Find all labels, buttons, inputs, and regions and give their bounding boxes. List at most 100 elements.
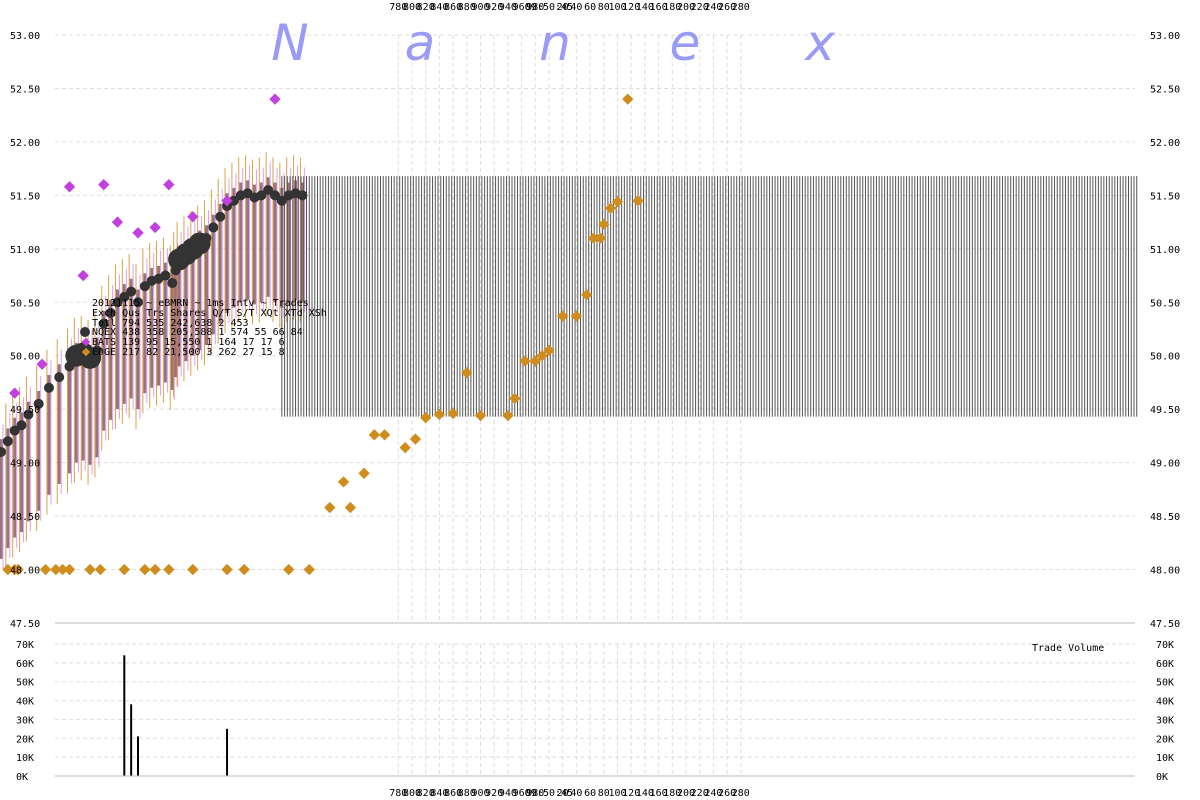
volume-tick-label-right: 30K: [1156, 715, 1174, 726]
bats-trade: [187, 211, 199, 223]
nqex-trade: [126, 286, 137, 297]
edge-trade: [149, 563, 161, 576]
y-tick-label: 49.50: [10, 405, 40, 416]
volume-bar: [130, 704, 133, 776]
volume-tick-label-right: 10K: [1156, 753, 1174, 764]
nqex-trade: [91, 345, 102, 356]
nqex-trade: [208, 222, 219, 233]
legend: 20121115 ~ eBMRN ~ 1ms Intv ~ Trades Exc…: [80, 298, 327, 358]
x-tick-label: 860: [444, 2, 462, 13]
edge-trade: [324, 501, 336, 514]
legend-row-bats: BATS 139 95 15,550 1 164 17 17 6: [92, 337, 285, 348]
watermark-letter: x: [803, 14, 835, 72]
edge-trade: [39, 563, 52, 576]
y-tick-label-right: 49.00: [1150, 459, 1180, 470]
y-tick-label: 50.50: [10, 298, 40, 309]
volume-tick-label: 20K: [16, 734, 34, 745]
nqex-trade: [9, 425, 20, 436]
y-tick-label-right: 51.00: [1150, 245, 1180, 256]
y-tick-label: 50.00: [10, 352, 40, 363]
volume-axis-label: Trade Volume: [1032, 643, 1104, 654]
volume-tick-label: 70K: [16, 640, 34, 651]
x-tick-label-bottom: 880: [458, 788, 476, 799]
watermark-letter: N: [271, 14, 308, 72]
x-tick-label-bottom: 240: [704, 788, 722, 799]
edge-trade: [581, 289, 593, 301]
x-tick-label-bottom: 980: [526, 788, 544, 799]
nqex-trade: [2, 436, 13, 447]
y-tick-label-right: 49.50: [1150, 405, 1180, 416]
volume-bar: [123, 655, 126, 776]
volume-tick-label-right: 50K: [1156, 678, 1174, 689]
y-tick-label-right: 50.00: [1150, 352, 1180, 363]
edge-trade: [409, 433, 422, 445]
x-tick-label: 900: [471, 2, 489, 13]
x-tick-label: 40: [570, 2, 582, 13]
y-tick-label-right: 48.00: [1150, 566, 1180, 577]
nqex-trade: [16, 420, 27, 431]
x-tick-label-bottom: 40: [570, 788, 582, 799]
nqex-trade: [23, 409, 34, 420]
y-tick-label-right: 47.50: [1150, 619, 1180, 630]
volume-tick-label: 60K: [16, 659, 34, 670]
x-tick-label-bottom: 800: [403, 788, 421, 799]
x-tick-label-bottom: 200: [677, 788, 695, 799]
x-tick-label: 60: [584, 2, 596, 13]
x-tick-label-bottom: 840: [430, 788, 448, 799]
x-tick-label-bottom: 780: [389, 788, 407, 799]
volume-tick-label-right: 20K: [1156, 734, 1174, 745]
x-tick-label: 980: [526, 2, 544, 13]
x-tick-label-bottom: 920: [485, 788, 503, 799]
x-tick-label: 240: [704, 2, 722, 13]
x-tick-label: 800: [403, 2, 421, 13]
nqex-trade: [112, 297, 123, 308]
edge-trade: [238, 563, 250, 576]
x-tick-label: 160: [650, 2, 668, 13]
x-tick-label-bottom: 180: [663, 788, 681, 799]
chart-title: 20121115 ~ eBMRN ~ 1ms Intv ~ Trades: [92, 298, 309, 309]
y-tick-label-right: 53.00: [1150, 31, 1180, 42]
edge-trade: [118, 563, 130, 576]
bats-trade: [98, 179, 110, 191]
bats-trade: [132, 227, 144, 239]
y-tick-label: 49.00: [10, 459, 40, 470]
x-tick-label: 220: [691, 2, 709, 13]
bats-trade: [163, 179, 175, 191]
center-time-label-bottom: 09:50:45: [525, 788, 573, 799]
volume-tick-label-right: 60K: [1156, 659, 1174, 670]
volume-tick-label-right: 40K: [1156, 697, 1174, 708]
y-tick-label: 51.50: [10, 191, 40, 202]
x-tick-label-bottom: 260: [718, 788, 736, 799]
nqex-trade: [105, 307, 116, 318]
y-tick-label-right: 52.00: [1150, 138, 1180, 149]
nqex-trade: [54, 372, 65, 383]
bats-trade: [9, 387, 21, 399]
x-tick-label-bottom: 900: [471, 788, 489, 799]
y-tick-label-right: 50.50: [1150, 298, 1180, 309]
watermark-letter: e: [670, 14, 701, 72]
x-tick-label-bottom: 160: [650, 788, 668, 799]
x-tick-label: 820: [417, 2, 435, 13]
legend-marker-bats: [81, 337, 91, 347]
volume-tick-label: 10K: [16, 753, 34, 764]
edge-trade: [344, 501, 357, 514]
y-tick-label-right: 51.50: [1150, 191, 1180, 202]
edge-trade: [632, 195, 644, 207]
center-time-label: 09:50:45: [525, 2, 573, 13]
x-tick-label: 180: [663, 2, 681, 13]
nqex-trade: [139, 281, 150, 292]
edge-trade: [139, 563, 151, 576]
edge-trade: [163, 563, 175, 576]
nqex-trade: [43, 382, 54, 393]
y-tick-label: 52.50: [10, 84, 40, 95]
x-tick-label: 260: [718, 2, 736, 13]
y-tick-label-right: 48.50: [1150, 512, 1180, 523]
x-tick-label: 280: [732, 2, 750, 13]
nqex-trade: [276, 195, 287, 206]
nqex-trade: [167, 278, 178, 289]
nqex-trade: [33, 398, 44, 409]
volume-bar: [226, 728, 229, 776]
volume-bar: [137, 736, 139, 776]
